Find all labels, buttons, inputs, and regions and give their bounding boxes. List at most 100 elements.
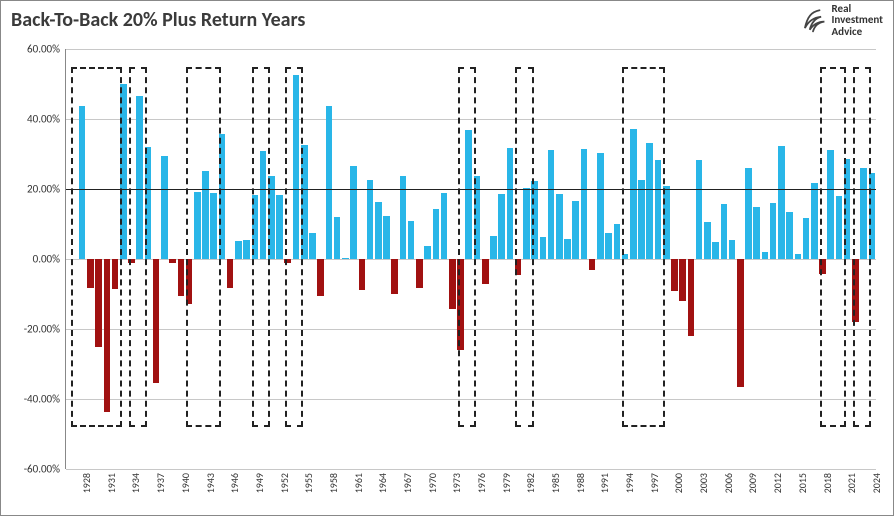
x-axis-label: 1967 [401, 473, 414, 493]
bar [342, 258, 349, 259]
bar [227, 259, 234, 288]
brand-text: Real Investment Advice [832, 3, 884, 38]
bar [548, 150, 555, 259]
bar [803, 218, 810, 259]
x-axis-label: 1994 [623, 473, 636, 493]
bar [408, 221, 415, 259]
bar [104, 259, 111, 412]
x-axis-label: 1943 [204, 473, 217, 493]
bar [572, 201, 579, 259]
bar [416, 259, 423, 288]
x-axis-label: 1928 [80, 473, 93, 493]
brand-text-line: Advice [832, 26, 884, 38]
bar [597, 153, 604, 259]
bar [844, 159, 851, 259]
y-axis-label: -40.00% [24, 393, 66, 406]
bar [860, 168, 867, 259]
x-axis-label: 1988 [574, 473, 587, 493]
bar [696, 160, 703, 259]
bar [301, 145, 308, 259]
y-axis-label: 40.00% [27, 113, 66, 126]
bar [334, 217, 341, 259]
bar [145, 147, 152, 259]
bar [638, 180, 645, 259]
x-axis-label: 1946 [228, 473, 241, 493]
bar [260, 151, 267, 260]
plot-inner: -60.00%-40.00%-20.00%0.00%20.00%40.00%60… [65, 49, 876, 469]
x-axis-label: 1997 [648, 473, 661, 493]
x-axis-label: 1985 [549, 473, 562, 493]
plot-area: -60.00%-40.00%-20.00%0.00%20.00%40.00%60… [65, 49, 875, 469]
grid-line [66, 469, 876, 470]
x-axis-label: 2018 [821, 473, 834, 493]
bar [795, 254, 802, 259]
chart-title: Back-To-Back 20% Plus Return Years [11, 8, 305, 32]
bar [721, 204, 728, 259]
bar [770, 203, 777, 259]
bar [737, 259, 744, 387]
x-axis-label: 1952 [278, 473, 291, 493]
bar [178, 259, 185, 296]
bar [441, 193, 448, 259]
bar [622, 254, 629, 259]
x-axis-label: 1958 [327, 473, 340, 493]
bar [836, 196, 843, 259]
bar [564, 239, 571, 259]
bar [811, 183, 818, 259]
bar [202, 171, 209, 259]
bar [424, 246, 431, 259]
bar [276, 195, 283, 259]
bar [589, 259, 596, 270]
bars-layer [72, 49, 870, 469]
bar [605, 233, 612, 259]
x-axis-label: 2012 [771, 473, 784, 493]
x-axis-label: 2003 [697, 473, 710, 493]
brand-icon [800, 7, 826, 33]
bar [79, 106, 86, 259]
bar [284, 259, 291, 263]
x-axis-label: 1991 [598, 473, 611, 493]
bar [498, 194, 505, 259]
x-axis-label: 1937 [154, 473, 167, 493]
bar [671, 259, 678, 291]
bar [128, 259, 135, 263]
bar [95, 259, 102, 347]
bar [786, 212, 793, 259]
y-axis-label: 60.00% [27, 43, 66, 56]
bar [531, 181, 538, 259]
bar [433, 209, 440, 259]
bar [490, 236, 497, 259]
bar [729, 240, 736, 259]
bar [375, 202, 382, 259]
bar [194, 192, 201, 259]
bar [827, 150, 834, 259]
bar [449, 259, 456, 309]
x-axis-label: 1961 [352, 473, 365, 493]
x-axis-label: 1934 [129, 473, 142, 493]
bar [753, 207, 760, 259]
bar [515, 259, 522, 275]
x-axis-label: 1955 [302, 473, 315, 493]
x-axis-label: 1964 [376, 473, 389, 493]
bar [688, 259, 695, 336]
x-axis-label: 1982 [524, 473, 537, 493]
bar [581, 149, 588, 259]
bar [540, 237, 547, 259]
bar [120, 84, 127, 259]
bar [745, 168, 752, 259]
bar [646, 143, 653, 259]
reference-line-20pct [66, 189, 876, 190]
bar [136, 96, 143, 259]
x-axis-label: 1979 [500, 473, 513, 493]
x-axis-label: 1931 [105, 473, 118, 493]
bar [614, 224, 621, 259]
bar [367, 180, 374, 259]
x-axis-label: 2015 [796, 473, 809, 493]
bar [383, 216, 390, 259]
bar [252, 195, 259, 259]
bar [309, 233, 316, 259]
bar [235, 241, 242, 259]
bar [112, 259, 119, 289]
bar [482, 259, 489, 284]
x-axis-label: 1949 [253, 473, 266, 493]
